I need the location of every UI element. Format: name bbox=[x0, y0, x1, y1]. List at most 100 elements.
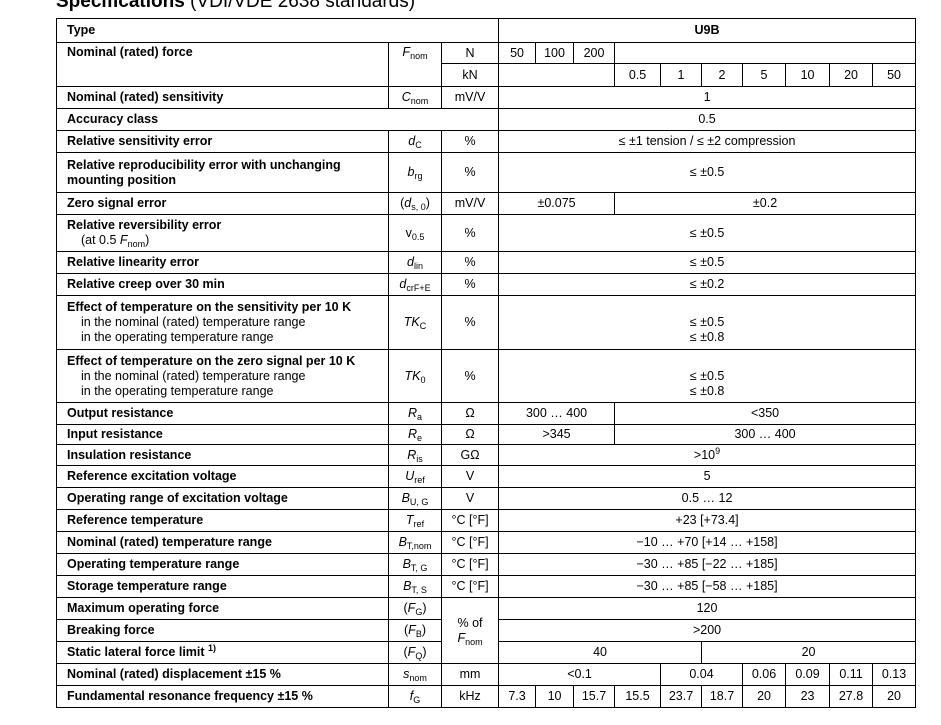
spec-label: Relative reversibility error (at 0.5 Fnom… bbox=[56, 214, 389, 252]
spec-unit: % bbox=[440, 273, 500, 296]
spec-row: Effect of temperature on the zero signal… bbox=[56, 349, 917, 403]
empty-cell bbox=[614, 42, 917, 64]
spec-label: Operating temperature range bbox=[56, 553, 389, 576]
spec-value: ≤ ±1 tension / ≤ ±2 compression bbox=[498, 130, 917, 153]
spec-value: 20 bbox=[701, 641, 917, 664]
spec-value: ≤ ±0.5 ≤ ±0.8 bbox=[498, 349, 917, 403]
nominal-force-symbol: Fnom bbox=[388, 42, 442, 87]
spec-value: 0.5 bbox=[498, 108, 917, 131]
spec-row: Reference excitation voltage Uref V 5 bbox=[56, 465, 917, 488]
spec-row: Relative reproducibility error with unch… bbox=[56, 152, 917, 193]
spec-label: Reference temperature bbox=[56, 509, 389, 532]
spec-value: 0.06 bbox=[742, 663, 787, 686]
spec-row: Nominal (rated) temperature range BT,nom °… bbox=[56, 531, 917, 554]
spec-value: <0.1 bbox=[498, 663, 662, 686]
section-title: Specifications (VDI/VDE 2638 standards) bbox=[56, 0, 416, 12]
spec-value: 1 bbox=[498, 86, 917, 109]
force-value: 0.5 bbox=[614, 63, 662, 87]
unit-kn: kN bbox=[440, 63, 500, 87]
force-value: 20 bbox=[829, 63, 874, 87]
force-value: 50 bbox=[872, 63, 917, 87]
type-value: U9B bbox=[498, 18, 917, 43]
spec-value: ≤ ±0.2 bbox=[498, 273, 917, 296]
spec-value: 0.04 bbox=[660, 663, 744, 686]
spec-unit: Ω bbox=[440, 424, 500, 445]
spec-label: Nominal (rated) sensitivity bbox=[56, 86, 389, 109]
spec-symbol: Ris bbox=[388, 444, 442, 466]
spec-label: Insulation resistance bbox=[56, 444, 389, 466]
spec-symbol: dcrF+E bbox=[388, 273, 442, 296]
spec-unit: °C [°F] bbox=[440, 553, 500, 576]
spec-label: Relative reproducibility error with unch… bbox=[56, 152, 389, 193]
spec-symbol: Re bbox=[388, 424, 442, 445]
unit-n: N bbox=[440, 42, 500, 64]
spec-row: Effect of temperature on the sensitivity… bbox=[56, 295, 917, 350]
spec-value: 23 bbox=[785, 685, 831, 708]
spec-unit: mm bbox=[440, 663, 500, 686]
spec-symbol: BT,nom bbox=[388, 531, 442, 554]
spec-value: 27.8 bbox=[829, 685, 874, 708]
spec-label: Fundamental resonance frequency ±15 % bbox=[56, 685, 389, 708]
spec-unit: °C [°F] bbox=[440, 531, 500, 554]
spec-value: 15.7 bbox=[573, 685, 616, 708]
spec-value: 10 bbox=[535, 685, 575, 708]
spec-value: 0.5 … 12 bbox=[498, 487, 917, 510]
spec-unit: mV/V bbox=[440, 192, 500, 215]
spec-unit: % bbox=[440, 349, 500, 403]
spec-row: Operating temperature range BT, G °C [°F] −… bbox=[56, 553, 917, 576]
spec-symbol: Ra bbox=[388, 402, 442, 425]
spec-unit: GΩ bbox=[440, 444, 500, 466]
spec-value: ±0.2 bbox=[614, 192, 917, 215]
spec-symbol: Uref bbox=[388, 465, 442, 488]
spec-value: 20 bbox=[872, 685, 917, 708]
spec-label: Maximum operating force bbox=[56, 597, 389, 620]
spec-symbol: (FG) bbox=[388, 597, 442, 620]
spec-row: Nominal (rated) displacement ±15 % snom mm… bbox=[56, 663, 917, 686]
spec-row: Input resistance Re Ω >345 300 … 400 bbox=[56, 424, 917, 445]
spec-label: Nominal (rated) displacement ±15 % bbox=[56, 663, 389, 686]
spec-label: Static lateral force limit 1) bbox=[56, 641, 389, 664]
spec-row: Relative creep over 30 min dcrF+E% ≤ ±0.2 bbox=[56, 273, 917, 296]
spec-row: Accuracy class 0.5 bbox=[55, 108, 917, 131]
spec-unit: % bbox=[440, 251, 500, 274]
spec-row: Insulation resistance Ris GΩ >109 bbox=[56, 444, 917, 466]
force-value: 100 bbox=[535, 42, 575, 64]
type-label: Type bbox=[55, 18, 500, 43]
specifications-table: Type U9B Nominal (rated) force Fnom N 50… bbox=[55, 18, 917, 708]
spec-value: ±0.075 bbox=[498, 192, 616, 215]
spec-label: Input resistance bbox=[56, 424, 389, 445]
spec-unit: kHz bbox=[440, 685, 500, 708]
spec-label: Effect of temperature on the zero signal… bbox=[56, 349, 389, 403]
spec-value: 5 bbox=[498, 465, 917, 488]
spec-value: 40 bbox=[498, 641, 703, 664]
spec-label: Nominal (rated) temperature range bbox=[56, 531, 389, 554]
spec-unit: Ω bbox=[440, 402, 500, 425]
force-value: 50 bbox=[498, 42, 537, 64]
spec-value: 300 … 400 bbox=[614, 424, 917, 445]
spec-label: Breaking force bbox=[56, 619, 389, 642]
spec-value: 20 bbox=[742, 685, 787, 708]
spec-symbol: BT, S bbox=[388, 575, 442, 598]
spec-value: 300 … 400 bbox=[498, 402, 616, 425]
spec-unit: % of Fnom bbox=[440, 597, 500, 664]
spec-symbol: BU, G bbox=[388, 487, 442, 510]
spec-row: Maximum operating force (FG)% of Fnom 120 bbox=[56, 597, 917, 664]
spec-value: ≤ ±0.5 bbox=[498, 152, 917, 193]
force-value: 5 bbox=[742, 63, 787, 87]
spec-unit: % bbox=[440, 152, 500, 193]
force-value: 1 bbox=[660, 63, 703, 87]
spec-symbol: (ds, 0) bbox=[388, 192, 442, 215]
spec-symbol: dlin bbox=[388, 251, 442, 274]
spec-label: Relative creep over 30 min bbox=[56, 273, 389, 296]
spec-symbol: (FQ) bbox=[388, 641, 442, 664]
spec-row: Nominal (rated) sensitivity Cnom mV/V 1 bbox=[56, 86, 917, 109]
spec-row: Fundamental resonance frequency ±15 % fG k… bbox=[56, 685, 917, 708]
spec-label: Relative linearity error bbox=[56, 251, 389, 274]
spec-value: >109 bbox=[498, 444, 917, 466]
spec-symbol: Cnom bbox=[388, 86, 442, 109]
spec-label: Effect of temperature on the sensitivity… bbox=[56, 295, 389, 350]
spec-value: 15.5 bbox=[614, 685, 662, 708]
spec-label: Accuracy class bbox=[55, 108, 500, 131]
spec-row: Relative sensitivity error dC% ≤ ±1 tensio… bbox=[56, 130, 917, 153]
spec-symbol: v0.5 bbox=[388, 214, 442, 252]
